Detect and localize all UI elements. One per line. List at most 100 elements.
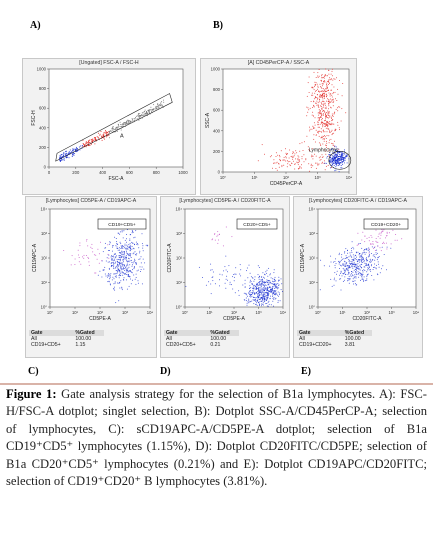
panel-d-event-point	[274, 278, 276, 280]
panel-c-event-point	[104, 273, 106, 275]
panel-c-event-point	[121, 262, 123, 263]
panel-c-event-point	[133, 237, 135, 239]
panel-b-event-point	[315, 102, 316, 104]
panel-e-event-point	[319, 289, 321, 291]
panel-b-event-point	[329, 157, 331, 159]
panel-b-event-point	[320, 101, 322, 103]
panel-c-event-point	[130, 278, 131, 280]
panel-a-event-point	[161, 101, 163, 103]
panel-d-event-point	[211, 277, 213, 278]
panel-d-y-tick-label: 10⁴	[176, 207, 183, 212]
panel-e-event-point	[371, 236, 373, 238]
panel-b-event-point	[322, 106, 324, 108]
panel-c-event-point	[71, 255, 73, 257]
panel-b-event-point	[326, 142, 328, 144]
panel-e-event-point	[375, 264, 377, 266]
panel-e-event-point	[343, 260, 345, 262]
panel-c-event-point	[126, 264, 128, 266]
panel-e-event-point	[378, 233, 380, 235]
panel-d-event-point	[249, 281, 251, 283]
panel-e-event-point	[360, 259, 362, 260]
panel-c-event-point	[128, 266, 130, 268]
panel-b-x-axis-label: CD45PerCP-A	[270, 181, 303, 187]
panel-b-event-point	[294, 168, 296, 170]
panel-b-event-point	[348, 158, 350, 160]
panel-d-event-point	[244, 299, 246, 301]
panel-c-event-point	[86, 240, 88, 242]
panel-b-event-point	[313, 122, 315, 124]
panel-e-event-point	[388, 232, 390, 234]
panel-e-event-point	[352, 280, 354, 282]
panel-e-event-point	[342, 263, 344, 265]
panel-c-event-point	[124, 245, 126, 247]
panel-e-event-point	[348, 272, 349, 274]
panel-a-event-point	[161, 104, 163, 106]
panel-d-event-point	[254, 285, 256, 287]
panel-b-event-point	[332, 101, 334, 103]
panel-c-event-point	[79, 242, 81, 244]
panel-e-event-point	[348, 282, 350, 284]
panel-d-event-point	[271, 295, 273, 297]
panel-e-x-tick-label: 10¹	[339, 310, 346, 315]
panel-c-event-point	[136, 243, 138, 245]
panel-c-event-point	[115, 256, 117, 258]
panel-d-event-point	[256, 283, 257, 285]
panel-e-event-point	[361, 260, 363, 261]
panel-d-event-point	[276, 286, 278, 288]
panel-d-event-point	[263, 282, 265, 284]
panel-d-event-point	[250, 295, 251, 297]
panel-c-event-point	[113, 263, 115, 265]
panel-d-x-tick-label: 10³	[255, 310, 262, 315]
panel-a-event-point	[131, 118, 133, 120]
panel-e-event-point	[383, 229, 385, 231]
panel-e-event-point	[367, 267, 369, 269]
panel-c-event-point	[92, 251, 94, 253]
panel-b-event-point	[320, 145, 322, 146]
panel-a-event-point	[88, 140, 90, 142]
panel-b-event-point	[321, 119, 323, 121]
panel-b-event-point	[334, 150, 336, 152]
panel-e-event-point	[347, 278, 349, 279]
panel-d-event-point	[253, 303, 255, 305]
panel-d-event-point	[275, 293, 277, 295]
panel-b-event-point	[321, 103, 323, 105]
panel-e-event-point	[335, 258, 336, 260]
panel-b-event-point	[331, 129, 333, 131]
panel-d-x-tick-label: 10⁰	[182, 310, 189, 315]
panel-a-event-point	[130, 120, 132, 122]
panel-d-event-point	[259, 284, 261, 286]
panel-b-event-point	[318, 157, 320, 159]
panel-c-event-point	[108, 273, 110, 274]
panel-c-event-point	[83, 257, 85, 259]
panel-c-event-point	[133, 248, 135, 250]
panel-a-event-point	[62, 155, 64, 157]
panel-d-event-point	[210, 269, 212, 271]
panel-c-event-point	[130, 253, 132, 255]
panel-b-event-point	[322, 90, 324, 92]
panel-c-event-point	[113, 278, 115, 280]
panel-b-event-point	[312, 125, 314, 127]
panel-b-event-point	[315, 167, 317, 169]
panel-b-event-point	[295, 158, 297, 160]
panel-d-event-point	[216, 235, 218, 237]
panel-b-event-point	[287, 163, 289, 165]
panel-b-event-point	[332, 93, 334, 95]
panel-e-event-point	[381, 231, 383, 233]
panel-d-event-point	[276, 288, 278, 290]
panel-d-event-point	[217, 242, 219, 244]
panel-b-title: [A] CD45PerCP-A / SSC-A	[247, 60, 310, 66]
panel-b-event-point	[333, 159, 335, 161]
panel-a-event-point	[74, 149, 76, 151]
panel-c-event-point	[115, 266, 117, 268]
panel-e-event-point	[358, 273, 360, 275]
panel-d-event-point	[254, 279, 256, 281]
panel-c-event-point	[129, 264, 131, 266]
panel-b-event-point	[323, 80, 325, 81]
panel-d-event-point	[273, 294, 275, 296]
panel-b-event-point	[317, 131, 319, 133]
panel-e-event-point	[366, 260, 368, 262]
panel-d-event-point	[246, 302, 248, 304]
panel-e-event-point	[366, 276, 368, 278]
panel-c-event-point	[133, 266, 135, 267]
panel-b-event-point	[340, 167, 342, 169]
